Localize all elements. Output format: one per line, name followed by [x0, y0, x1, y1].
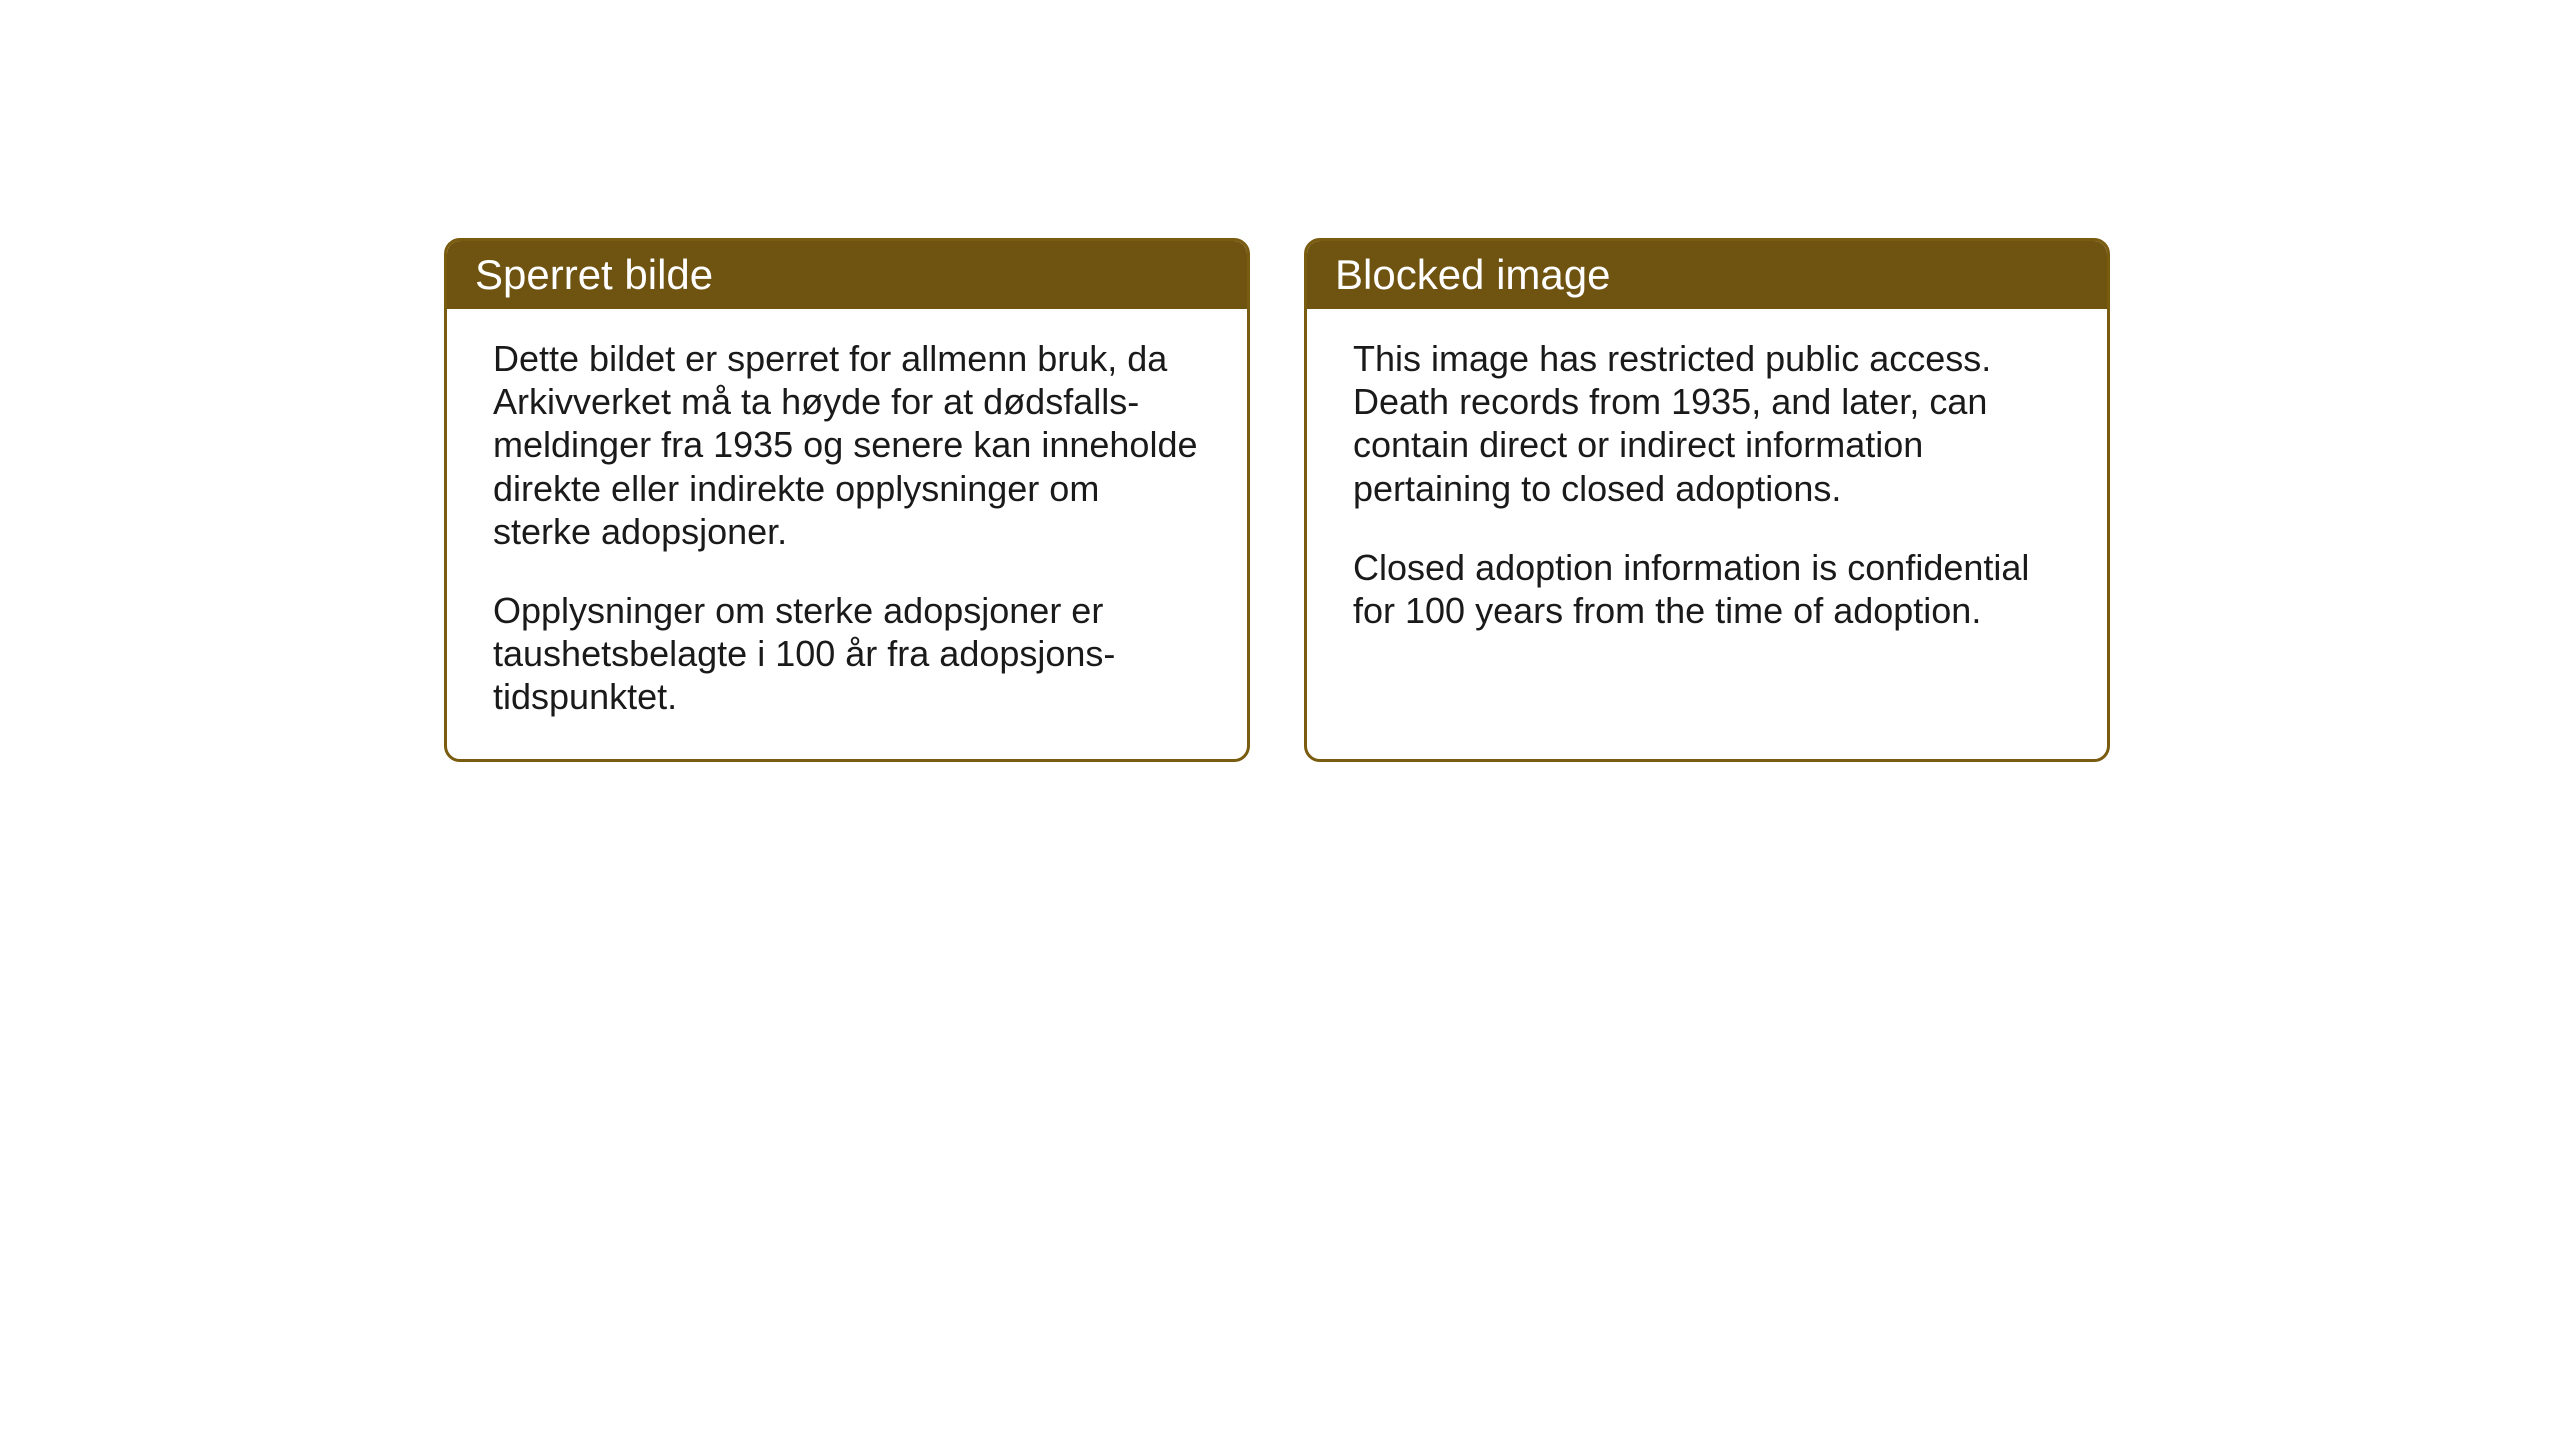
- card-norwegian: Sperret bilde Dette bildet er sperret fo…: [444, 238, 1250, 762]
- cards-container: Sperret bilde Dette bildet er sperret fo…: [444, 238, 2110, 762]
- card-header-norwegian: Sperret bilde: [447, 241, 1247, 309]
- card-body-english: This image has restricted public access.…: [1307, 309, 2107, 672]
- card-title: Blocked image: [1335, 251, 1610, 298]
- card-body-norwegian: Dette bildet er sperret for allmenn bruk…: [447, 309, 1247, 759]
- card-header-english: Blocked image: [1307, 241, 2107, 309]
- card-paragraph: Opplysninger om sterke adopsjoner er tau…: [493, 589, 1201, 719]
- card-english: Blocked image This image has restricted …: [1304, 238, 2110, 762]
- card-paragraph: This image has restricted public access.…: [1353, 337, 2061, 510]
- card-title: Sperret bilde: [475, 251, 713, 298]
- card-paragraph: Closed adoption information is confident…: [1353, 546, 2061, 632]
- card-paragraph: Dette bildet er sperret for allmenn bruk…: [493, 337, 1201, 553]
